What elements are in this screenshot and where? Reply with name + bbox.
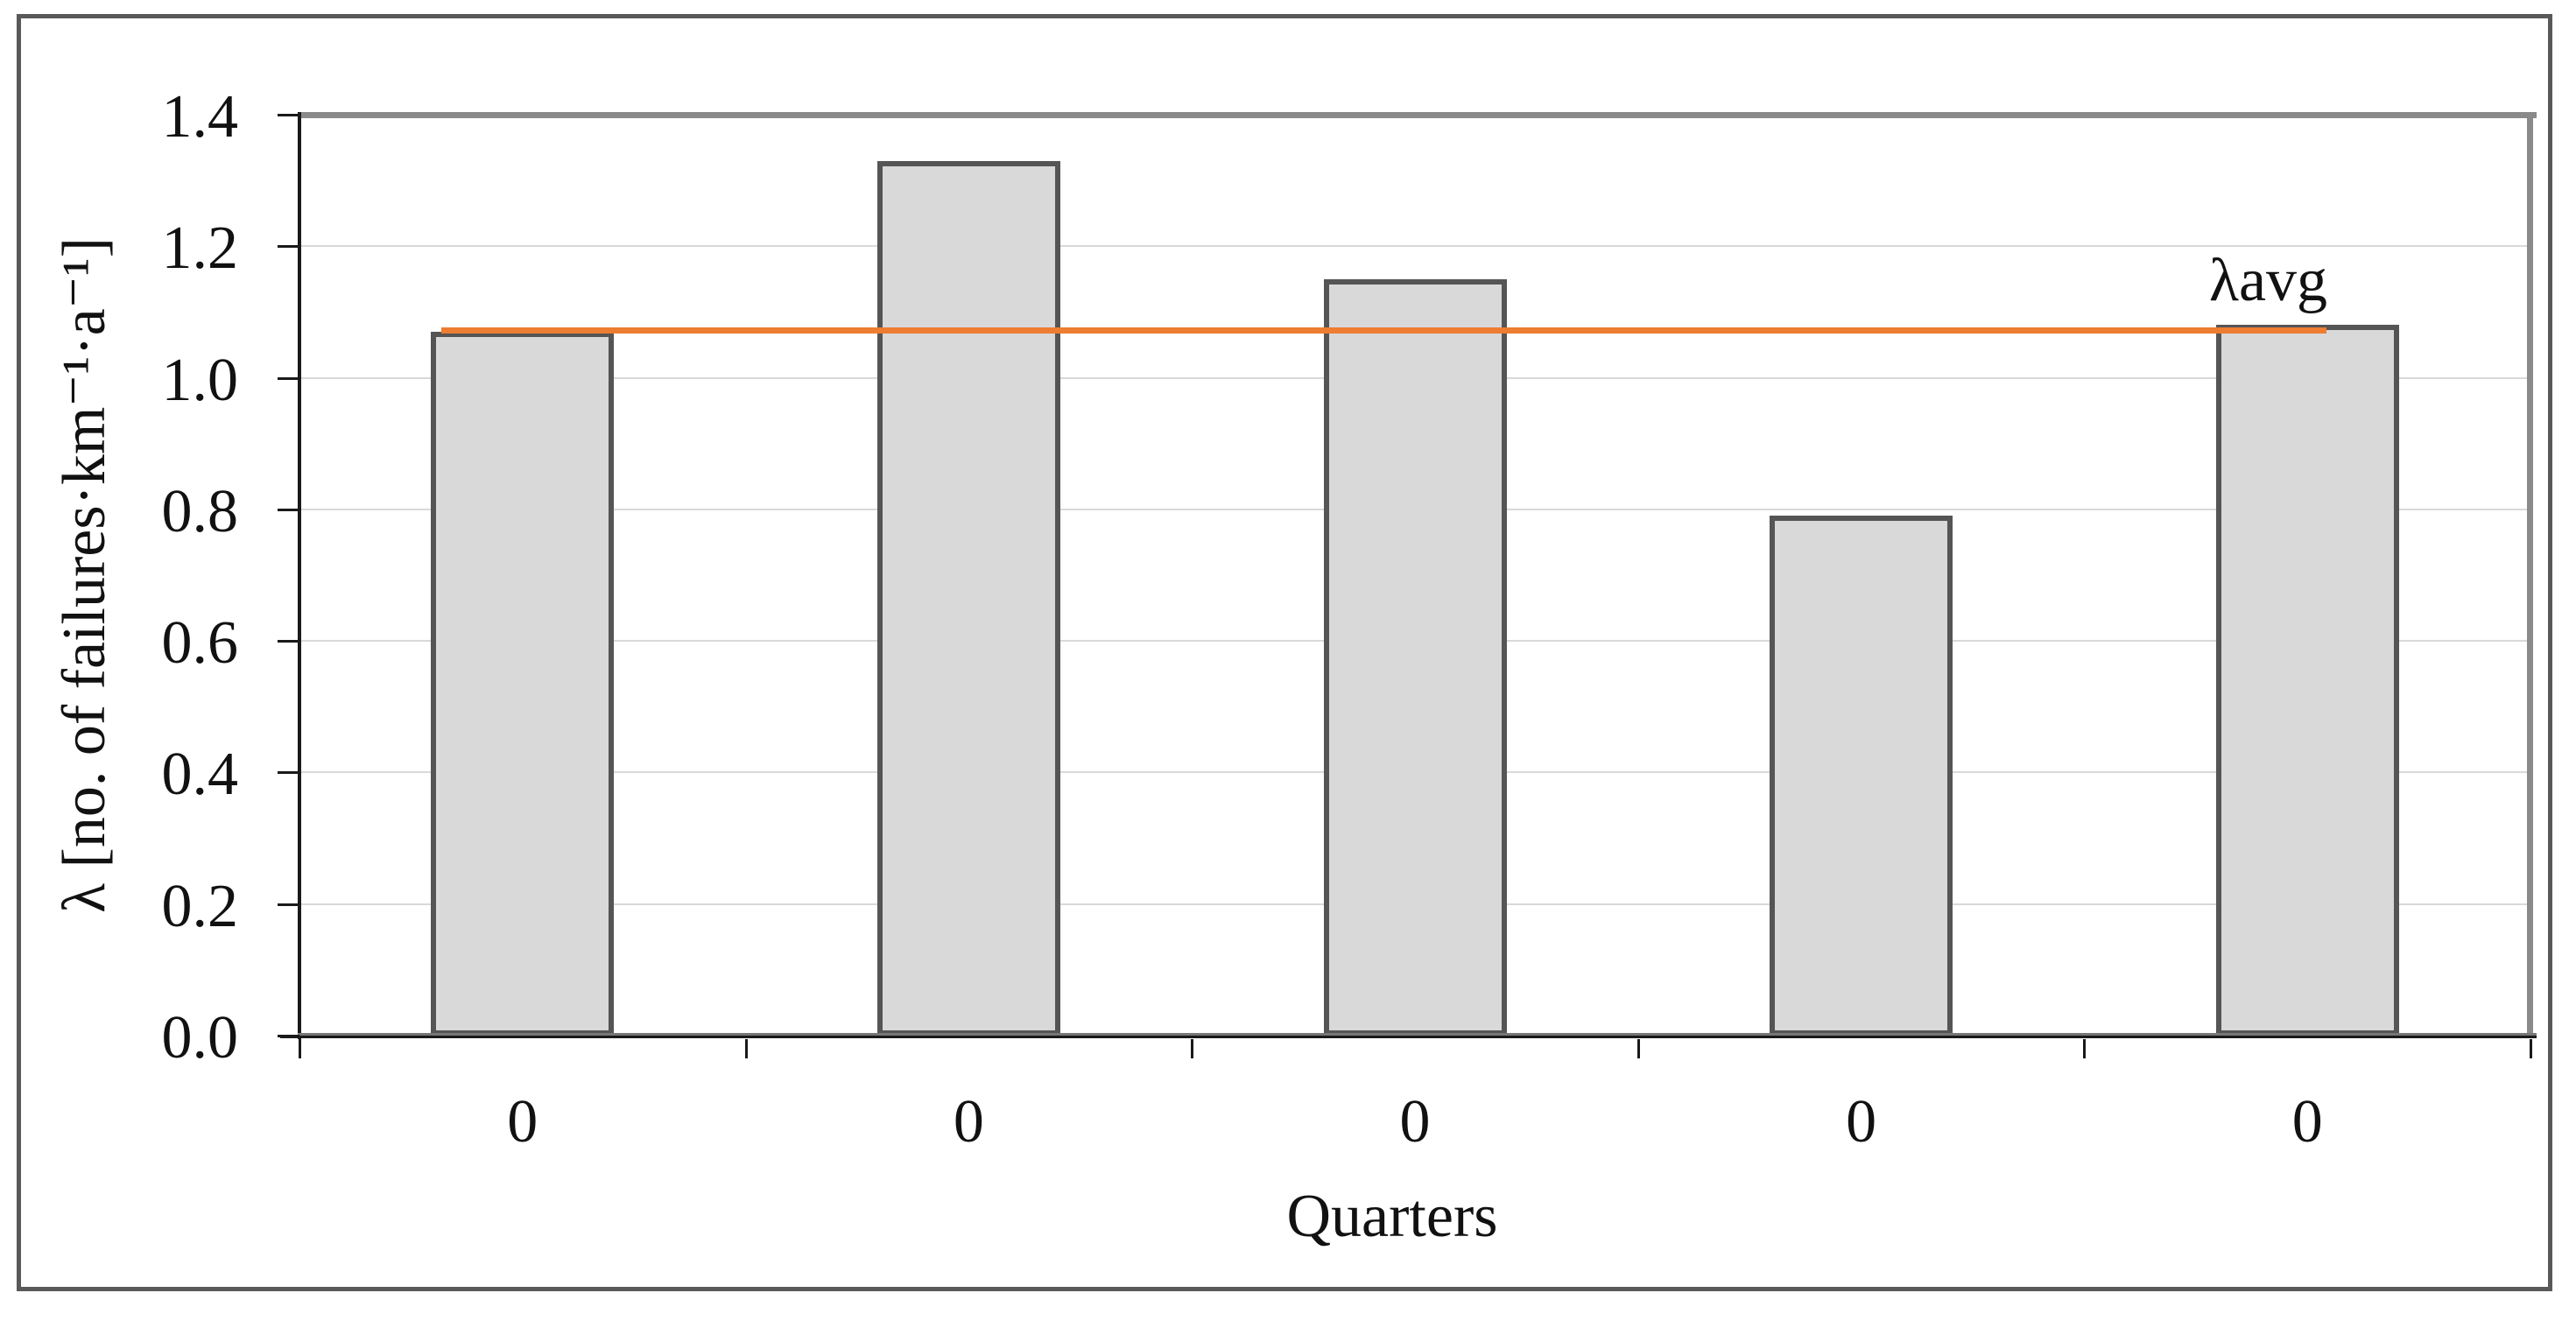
- x-axis-title: Quarters: [1286, 1183, 1498, 1250]
- gridline: [301, 245, 2530, 248]
- y-tick-label: 0.2: [161, 872, 239, 940]
- bar: [1770, 516, 1953, 1036]
- y-tick: [278, 771, 299, 775]
- average-line: [441, 327, 2327, 334]
- y-axis-line: [298, 112, 301, 1039]
- plot-border-right: [2527, 112, 2533, 1036]
- y-tick-label: 1.4: [161, 83, 239, 151]
- avg-line-label: λavg: [2209, 247, 2328, 314]
- x-tick: [2530, 1039, 2532, 1058]
- y-tick-label: 1.2: [161, 214, 239, 283]
- x-axis-gray: [298, 1033, 2537, 1036]
- figure-border: [17, 14, 2552, 1291]
- plot-border-top: [298, 112, 2537, 118]
- x-tick: [299, 1039, 301, 1058]
- y-tick-label: 0.0: [161, 1004, 239, 1072]
- y-tick: [278, 114, 299, 116]
- y-tick-label: 1.0: [161, 346, 239, 414]
- x-tick-label: 0: [953, 1088, 984, 1156]
- x-tick: [1191, 1039, 1194, 1058]
- y-tick: [278, 245, 299, 249]
- bar: [1323, 278, 1507, 1036]
- x-tick: [1636, 1039, 1640, 1058]
- x-axis-line: [280, 1036, 2537, 1038]
- x-tick: [744, 1039, 748, 1058]
- y-axis-title: λ [no. of failures·km⁻¹·a⁻¹]: [51, 237, 118, 913]
- x-tick: [2083, 1039, 2087, 1058]
- y-tick-label: 0.6: [161, 609, 239, 678]
- x-tick-label: 0: [1846, 1088, 1877, 1156]
- x-tick-label: 0: [2291, 1088, 2323, 1156]
- bar: [2215, 325, 2399, 1036]
- y-tick-label: 0.8: [161, 477, 239, 545]
- bar: [431, 331, 615, 1036]
- y-tick: [278, 1035, 299, 1037]
- x-tick-label: 0: [1399, 1088, 1431, 1156]
- x-tick-label: 0: [507, 1088, 538, 1156]
- y-tick-label: 0.4: [161, 741, 239, 809]
- y-tick: [278, 508, 299, 511]
- y-tick: [278, 903, 299, 906]
- bar: [876, 160, 1060, 1036]
- y-tick: [278, 376, 299, 380]
- y-tick: [278, 640, 299, 643]
